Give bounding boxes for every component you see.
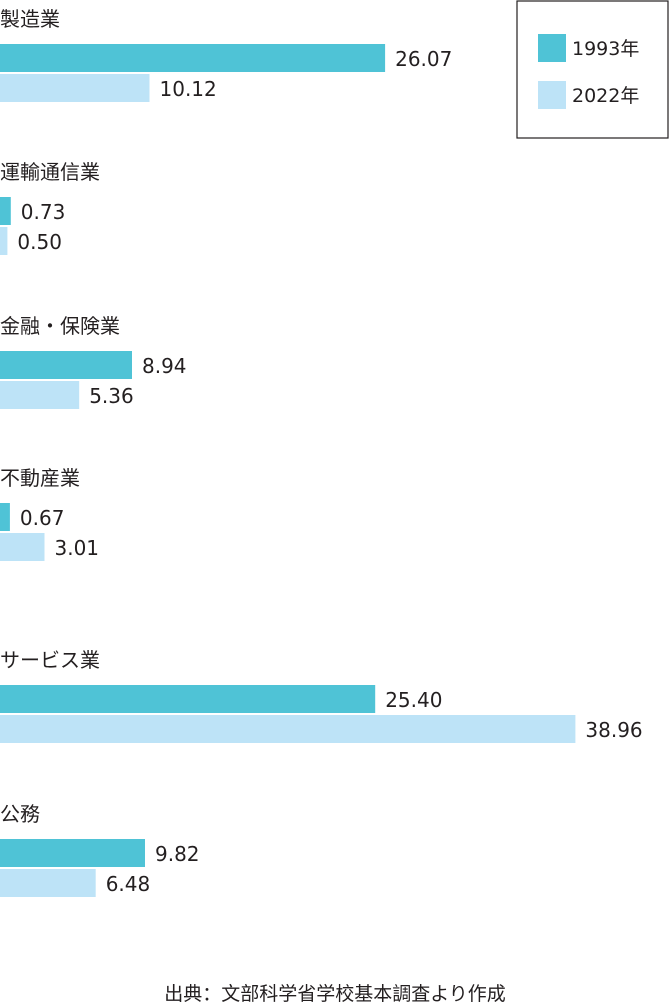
category-label-finance-insurance: 金融・保険業 bbox=[0, 314, 120, 338]
legend-frame bbox=[516, 0, 669, 139]
legend-label-1993: 1993年 bbox=[572, 38, 639, 60]
bar-real-estate-1993 bbox=[0, 503, 10, 531]
bar-manufacturing-1993 bbox=[0, 44, 386, 72]
value-label-manufacturing-1993: 26.07 bbox=[395, 47, 452, 71]
category-label-public-service: 公務 bbox=[0, 802, 40, 826]
value-label-public-service-1993: 9.82 bbox=[155, 842, 200, 866]
bar-transport-communication-1993 bbox=[0, 197, 11, 225]
bar-public-service-2022 bbox=[0, 869, 96, 897]
bar-services-1993 bbox=[0, 685, 376, 713]
legend-label-2022: 2022年 bbox=[572, 85, 639, 107]
value-label-transport-communication-1993: 0.73 bbox=[21, 200, 66, 224]
legend: 1993年 2022年 bbox=[516, 0, 669, 139]
bars-layer: 製造業 26.07 10.12 運輸通信業 0.73 0.50 金融・保険業 8.94 5.36… bbox=[0, 7, 643, 897]
category-label-services: サービス業 bbox=[0, 648, 100, 672]
value-label-services-2022: 38.96 bbox=[585, 718, 642, 742]
value-label-finance-insurance-2022: 5.36 bbox=[89, 384, 134, 408]
category-label-real-estate: 不動産業 bbox=[0, 466, 80, 490]
value-label-manufacturing-2022: 10.12 bbox=[160, 77, 217, 101]
bar-finance-insurance-2022 bbox=[0, 381, 80, 409]
value-label-transport-communication-2022: 0.50 bbox=[17, 230, 62, 254]
value-label-public-service-2022: 6.48 bbox=[106, 872, 151, 896]
category-label-transport-communication: 運輸通信業 bbox=[0, 160, 100, 184]
bar-transport-communication-2022 bbox=[0, 227, 8, 255]
legend-swatch-1993 bbox=[538, 34, 566, 62]
source-note: 出典：文部科学省学校基本調査より作成 bbox=[164, 983, 506, 1005]
value-label-real-estate-2022: 3.01 bbox=[55, 536, 100, 560]
value-label-finance-insurance-1993: 8.94 bbox=[142, 354, 187, 378]
value-label-real-estate-1993: 0.67 bbox=[20, 506, 65, 530]
bar-real-estate-2022 bbox=[0, 533, 45, 561]
bar-finance-insurance-1993 bbox=[0, 351, 132, 379]
bar-services-2022 bbox=[0, 715, 576, 743]
bar-public-service-1993 bbox=[0, 839, 145, 867]
bar-manufacturing-2022 bbox=[0, 74, 150, 102]
category-label-manufacturing: 製造業 bbox=[0, 7, 60, 31]
legend-swatch-2022 bbox=[538, 81, 566, 109]
value-label-services-1993: 25.40 bbox=[385, 688, 442, 712]
